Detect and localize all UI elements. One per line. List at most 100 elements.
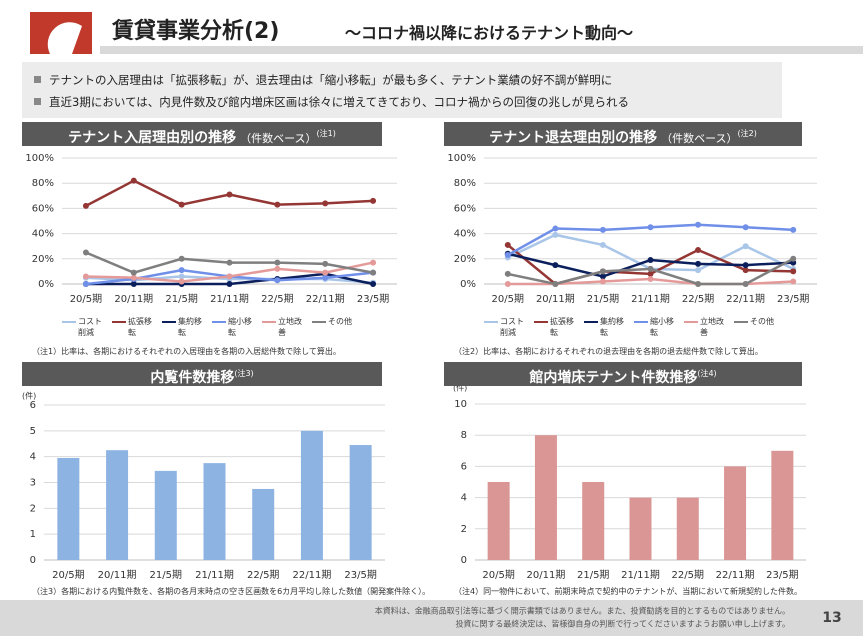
x-tick-label: 20/11期 (114, 293, 153, 305)
point (504, 252, 511, 259)
x-tick-label: 21/11期 (621, 569, 660, 581)
point (82, 281, 89, 287)
y-tick-label: 5 (30, 426, 36, 437)
y-tick-label: 40% (32, 229, 54, 240)
point (742, 224, 749, 231)
point (226, 281, 233, 287)
chart-title-bar: 内覧件数推移(注3) (22, 362, 382, 386)
chart-note-mark: (注3) (234, 369, 254, 378)
legend-swatch (684, 320, 698, 323)
footnote: （注3）各期における内覧件数を、各期の各月末時点の空き区画数を6カ月平均し除した… (32, 587, 431, 596)
y-tick-label: 0% (38, 279, 54, 290)
legend-item: その他 (734, 316, 778, 327)
point (370, 269, 377, 276)
x-tick-label: 20/5期 (70, 293, 102, 305)
legend-swatch (112, 320, 126, 323)
legend-swatch (62, 320, 76, 323)
point (790, 278, 797, 285)
footnote: （注1）比率は、各期におけるそれぞれの入居理由を各期の入居総件数で除して算出。 (32, 347, 341, 356)
point (599, 268, 606, 275)
legend-label: 縮小移転 (650, 317, 674, 337)
point (178, 267, 185, 274)
point (504, 270, 511, 277)
x-tick-label: 21/11期 (631, 293, 670, 305)
point (130, 269, 137, 276)
point (130, 281, 137, 287)
y-tick-label: 4 (30, 452, 36, 463)
footer-band (0, 600, 863, 636)
y-tick-label: 3 (30, 478, 36, 489)
chart-title-bar: テナント退去理由別の推移 （件数ベース）(注2) (444, 122, 802, 146)
chart-title: テナント入居理由別の推移 (68, 130, 237, 146)
legend-item: 縮小移転 (212, 316, 256, 338)
footer-text: 投資に関する最終決定は、皆様御自身の判断で行ってくださいますようお願い申し上げま… (455, 619, 790, 629)
y-tick-label: 40% (454, 229, 476, 240)
x-tick-label: 21/11期 (210, 293, 249, 305)
point (647, 265, 654, 272)
bar (676, 497, 699, 560)
point (790, 268, 797, 275)
legend-label: 集約移転 (600, 317, 624, 337)
x-tick-label: 21/5期 (150, 569, 182, 581)
point (274, 265, 281, 272)
bar (629, 497, 652, 560)
x-tick-label: 22/5期 (261, 293, 293, 305)
y-tick-label: 1 (30, 529, 36, 540)
logo-mark (47, 22, 82, 54)
x-tick-label: 22/11期 (726, 293, 765, 305)
y-tick-label: 10 (454, 399, 467, 410)
legend-label: その他 (328, 317, 352, 326)
bar (106, 450, 129, 560)
x-tick-label: 23/5期 (766, 569, 798, 581)
y-unit: (件) (453, 383, 467, 393)
y-tick-label: 2 (30, 503, 36, 514)
point (742, 281, 749, 287)
y-unit: (件) (22, 391, 36, 401)
point (599, 278, 606, 285)
point (322, 274, 329, 281)
y-tick-label: 100% (25, 153, 54, 164)
legend-item: その他 (312, 316, 356, 327)
legend-swatch (534, 320, 548, 323)
bar (300, 430, 323, 560)
x-tick-label: 23/5期 (344, 569, 376, 581)
point (130, 177, 137, 184)
chart-title: 館内増床テナント件数推移 (529, 370, 698, 386)
y-tick-label: 20% (454, 254, 476, 265)
chart-title-bar: テナント入居理由別の推移 （件数ベース）(注1) (22, 122, 382, 146)
legend-item: コスト削減 (484, 316, 528, 338)
point (274, 259, 281, 266)
page-number: 13 (822, 610, 841, 626)
legend-label: 拡張移転 (128, 317, 152, 337)
point (552, 231, 559, 238)
legend-label: コスト削減 (500, 317, 524, 337)
x-tick-label: 20/5期 (492, 293, 524, 305)
legend-item: 集約移転 (584, 316, 628, 338)
bar (154, 470, 177, 560)
point (322, 269, 329, 276)
x-tick-label: 21/11期 (195, 569, 234, 581)
x-tick-label: 20/5期 (482, 569, 514, 581)
point (274, 277, 281, 284)
point (178, 255, 185, 262)
point (599, 241, 606, 248)
chart-title-bar: 館内増床テナント件数推移(注4) (444, 362, 802, 386)
point (695, 246, 702, 253)
y-tick-label: 0 (30, 555, 36, 566)
bar (534, 435, 557, 560)
slide-subtitle: ～コロナ禍以降におけるテナント動向～ (345, 24, 633, 43)
legend-item: 立地改善 (262, 316, 306, 338)
y-tick-label: 6 (30, 400, 36, 411)
point (130, 274, 137, 281)
point (742, 267, 749, 274)
point (599, 273, 606, 280)
y-tick-label: 100% (447, 153, 476, 164)
x-tick-label: 22/11期 (293, 569, 332, 581)
x-tick-label: 20/5期 (52, 569, 84, 581)
legend-swatch (312, 320, 326, 323)
y-tick-label: 60% (32, 203, 54, 214)
x-tick-label: 21/5期 (577, 569, 609, 581)
legend-label: コスト削減 (78, 317, 102, 337)
